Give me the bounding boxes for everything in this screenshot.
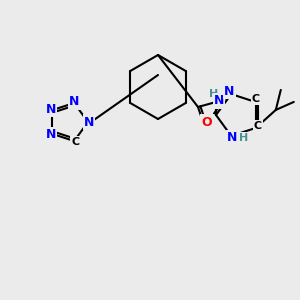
Text: N: N xyxy=(46,128,56,141)
Text: N: N xyxy=(84,116,94,128)
Text: N: N xyxy=(69,95,80,109)
Text: N: N xyxy=(46,103,56,116)
Text: N: N xyxy=(227,131,237,144)
Text: N: N xyxy=(224,85,234,98)
Text: O: O xyxy=(202,116,212,128)
Text: C: C xyxy=(252,94,260,104)
Text: C: C xyxy=(254,121,262,131)
Text: H: H xyxy=(209,89,219,99)
Text: C: C xyxy=(71,137,79,147)
Text: N: N xyxy=(214,94,224,107)
Text: H: H xyxy=(238,133,248,143)
